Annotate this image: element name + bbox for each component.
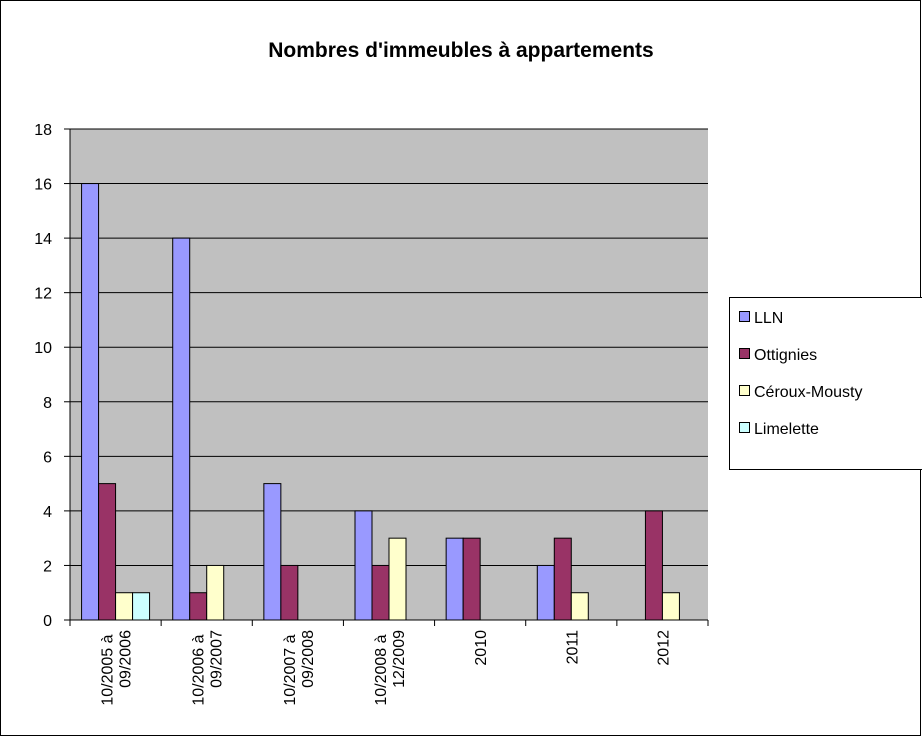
y-tick-label: 4 xyxy=(43,504,52,521)
bar xyxy=(371,564,390,621)
x-tick-line: 10/2007 à xyxy=(282,630,299,706)
bar xyxy=(661,592,680,621)
x-tick-line: 09/2006 xyxy=(118,630,135,688)
bar xyxy=(172,237,191,621)
y-tick-label: 14 xyxy=(34,231,52,248)
chart-title: Nombres d'immeubles à appartements xyxy=(268,39,653,62)
legend-swatch xyxy=(739,311,750,322)
x-tick-label: 2012 xyxy=(655,630,672,666)
bar xyxy=(206,564,225,621)
x-tick-label: 10/2007 à 09/2008 xyxy=(282,630,317,706)
x-tick-label: 10/2008 à 12/2009 xyxy=(373,630,408,706)
y-tick-label: 16 xyxy=(34,177,52,194)
y-tick-label: 8 xyxy=(43,395,52,412)
x-tick-line: 12/2009 xyxy=(391,630,408,688)
y-tick-label: 10 xyxy=(34,340,52,357)
bar xyxy=(388,537,407,621)
bar xyxy=(132,592,151,621)
legend-label: Céroux-Mousty xyxy=(754,384,862,401)
bar xyxy=(115,592,134,621)
x-tick-label: 2010 xyxy=(473,630,490,666)
legend-box xyxy=(729,297,922,470)
y-tick-label: 2 xyxy=(43,558,52,575)
x-tick-line: 10/2008 à xyxy=(373,630,390,706)
bar xyxy=(280,564,299,621)
bar xyxy=(536,564,555,621)
y-tick-label: 0 xyxy=(43,613,52,630)
bar xyxy=(553,537,572,621)
bar xyxy=(445,537,464,621)
bar xyxy=(570,592,589,621)
x-tick-label: 10/2005 à 09/2006 xyxy=(100,630,135,706)
bar xyxy=(263,483,282,621)
x-tick-line: 09/2008 xyxy=(300,630,317,688)
bar xyxy=(98,483,117,621)
x-tick-line: 10/2006 à xyxy=(191,630,208,706)
y-tick-label: 18 xyxy=(34,122,52,139)
legend-label: Ottignies xyxy=(754,347,817,364)
y-tick-label: 12 xyxy=(34,286,52,303)
legend-swatch xyxy=(739,348,750,359)
bar xyxy=(354,510,373,621)
bar xyxy=(644,510,663,621)
bar xyxy=(189,592,208,621)
legend-swatch xyxy=(739,385,750,396)
bar xyxy=(462,537,481,621)
legend-label: LLN xyxy=(754,310,783,327)
bar xyxy=(81,183,100,621)
legend-label: Limelette xyxy=(754,421,819,438)
x-tick-label: 10/2006 à 09/2007 xyxy=(191,630,226,706)
legend-swatch xyxy=(739,422,750,433)
x-tick-line: 10/2005 à xyxy=(100,630,117,706)
x-tick-line: 09/2007 xyxy=(209,630,226,688)
y-tick-label: 6 xyxy=(43,449,52,466)
x-tick-label: 2011 xyxy=(564,630,581,665)
